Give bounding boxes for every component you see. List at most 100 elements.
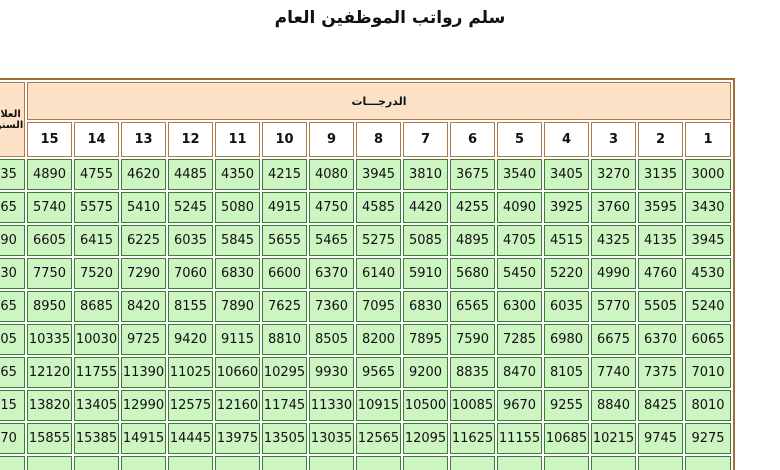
grade-header: 13 — [121, 122, 166, 157]
salary-cell: 4325 — [591, 225, 636, 256]
salary-cell: 5770 — [591, 291, 636, 322]
salary-cell: 9115 — [215, 324, 260, 355]
data-row — [0, 456, 731, 470]
salary-cell: 4255 — [450, 192, 495, 223]
salary-cell: 10085 — [450, 390, 495, 421]
salary-cell: 11330 — [309, 390, 354, 421]
salary-cell — [168, 456, 213, 470]
salary-cell: 8950 — [27, 291, 72, 322]
salary-cell: 8200 — [356, 324, 401, 355]
salary-cell: 7290 — [121, 258, 166, 289]
data-row: 5240 5505 5770 6035 6300 6565 6830 7095 7360 7625… — [0, 291, 731, 322]
salary-cell: 13405 — [74, 390, 119, 421]
salary-cell: 12160 — [215, 390, 260, 421]
salary-cell: 3270 — [591, 159, 636, 190]
salary-cell: 7375 — [638, 357, 683, 388]
salary-cell: 4620 — [121, 159, 166, 190]
salary-cell: 3810 — [403, 159, 448, 190]
salary-cell: 3945 — [685, 225, 731, 256]
data-row: 4530 4760 4990 5220 5450 5680 5910 6140 6370 6600… — [0, 258, 731, 289]
salary-cell — [403, 456, 448, 470]
increment-cell: 135 — [0, 159, 25, 190]
salary-cell: 14445 — [168, 423, 213, 454]
salary-cell: 10295 — [262, 357, 307, 388]
salary-cell — [262, 456, 307, 470]
salary-cell: 5680 — [450, 258, 495, 289]
salary-cell: 9565 — [356, 357, 401, 388]
salary-cell: 5080 — [215, 192, 260, 223]
salary-cell: 7520 — [74, 258, 119, 289]
salary-cell: 4585 — [356, 192, 401, 223]
salary-cell: 3135 — [638, 159, 683, 190]
salary-cell: 4515 — [544, 225, 589, 256]
salary-cell: 14915 — [121, 423, 166, 454]
salary-cell: 6565 — [450, 291, 495, 322]
salary-cell: 8425 — [638, 390, 683, 421]
salary-cell: 6600 — [262, 258, 307, 289]
grade-header: 2 — [638, 122, 683, 157]
increment-cell: 230 — [0, 258, 25, 289]
salary-cell: 4755 — [74, 159, 119, 190]
salary-cell: 10335 — [27, 324, 72, 355]
increment-cell: 165 — [0, 192, 25, 223]
salary-cell: 5575 — [74, 192, 119, 223]
salary-cell: 5465 — [309, 225, 354, 256]
salary-cell: 3540 — [497, 159, 542, 190]
salary-cell: 11390 — [121, 357, 166, 388]
increment-cell: 470 — [0, 423, 25, 454]
salary-cell: 15855 — [27, 423, 72, 454]
salary-cell: 13035 — [309, 423, 354, 454]
salary-cell — [685, 456, 731, 470]
salary-cell: 4890 — [27, 159, 72, 190]
salary-cell: 6605 — [27, 225, 72, 256]
salary-cell: 7285 — [497, 324, 542, 355]
salary-cell: 4080 — [309, 159, 354, 190]
salary-cell: 6035 — [168, 225, 213, 256]
salary-cell: 6225 — [121, 225, 166, 256]
salary-cell — [215, 456, 260, 470]
salary-cell: 10660 — [215, 357, 260, 388]
salary-cell: 12120 — [27, 357, 72, 388]
salary-cell: 6415 — [74, 225, 119, 256]
salary-cell: 8840 — [591, 390, 636, 421]
salary-cell: 12575 — [168, 390, 213, 421]
salary-cell: 9255 — [544, 390, 589, 421]
salary-cell — [638, 456, 683, 470]
grade-header: 7 — [403, 122, 448, 157]
salary-cell: 5845 — [215, 225, 260, 256]
salary-cell — [356, 456, 401, 470]
salary-cell: 8685 — [74, 291, 119, 322]
grade-header: 4 — [544, 122, 589, 157]
header-row: الدرجـــاتالعلاوة السنوية — [0, 82, 731, 157]
salary-cell: 10500 — [403, 390, 448, 421]
grade-header: 11 — [215, 122, 260, 157]
grade-header: 6 — [450, 122, 495, 157]
increment-cell: 265 — [0, 291, 25, 322]
salary-cell: 5450 — [497, 258, 542, 289]
salary-cell: 13820 — [27, 390, 72, 421]
salary-cell: 6830 — [403, 291, 448, 322]
salary-cell: 6830 — [215, 258, 260, 289]
salary-cell: 3595 — [638, 192, 683, 223]
salary-cell: 9745 — [638, 423, 683, 454]
salary-cell: 6035 — [544, 291, 589, 322]
salary-cell: 5655 — [262, 225, 307, 256]
salary-cell — [74, 456, 119, 470]
salary-cell: 4090 — [497, 192, 542, 223]
salary-cell: 7060 — [168, 258, 213, 289]
salary-cell: 7890 — [215, 291, 260, 322]
salary-cell: 5240 — [685, 291, 731, 322]
salary-cell — [450, 456, 495, 470]
salary-cell: 6980 — [544, 324, 589, 355]
salary-cell: 8420 — [121, 291, 166, 322]
salary-cell: 7590 — [450, 324, 495, 355]
salary-cell: 12990 — [121, 390, 166, 421]
salary-cell: 9670 — [497, 390, 542, 421]
salary-cell: 4530 — [685, 258, 731, 289]
data-row: 7010 7375 7740 8105 8470 8835 9200 9565 9930 1029… — [0, 357, 731, 388]
salary-cell: 7625 — [262, 291, 307, 322]
salary-cell: 5910 — [403, 258, 448, 289]
salary-cell: 3945 — [356, 159, 401, 190]
salary-cell: 6300 — [497, 291, 542, 322]
salary-cell — [309, 456, 354, 470]
